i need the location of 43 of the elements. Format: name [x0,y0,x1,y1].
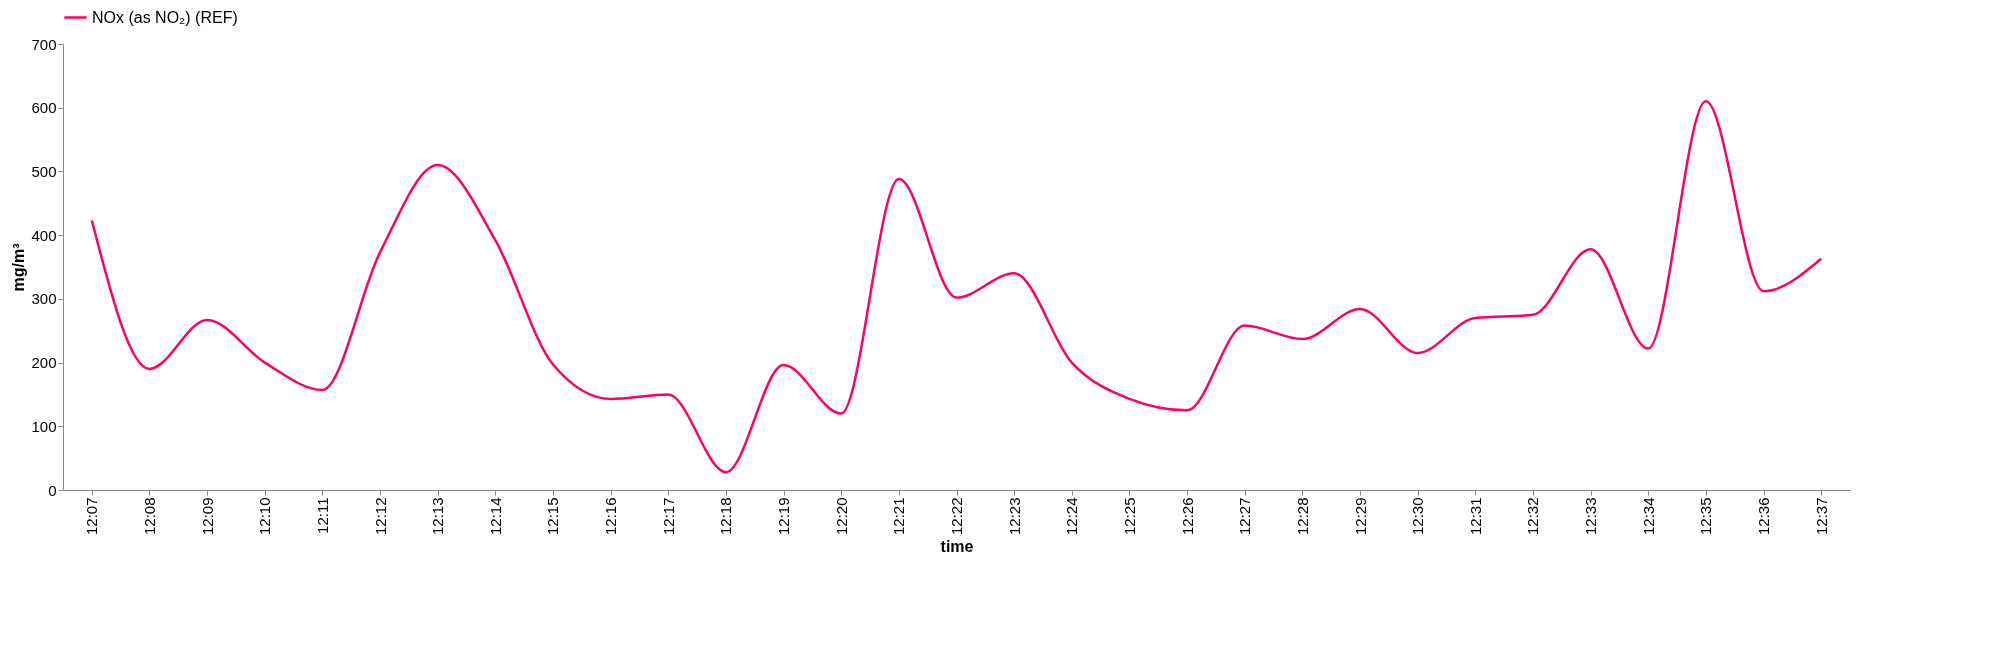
y-tick-label: 700 [31,35,57,53]
y-tick-label: 0 [48,481,57,499]
line-series [90,100,1823,474]
x-tick-label: 12:24 [1063,497,1081,536]
y-tick-label: 200 [31,354,57,372]
y-tick-label: 300 [31,290,57,308]
x-tick-label: 12:13 [429,497,447,536]
x-tick-label: 12:34 [1639,497,1657,536]
x-tick-label: 12:16 [602,497,620,536]
x-tick-label: 12:18 [717,497,735,536]
x-tick-label: 12:29 [1351,497,1369,536]
x-tick-label: 12:19 [775,497,793,536]
x-tick-label: 12:22 [948,497,965,536]
x-axis-title: time [940,538,974,556]
x-tick-label: 12:20 [832,497,850,536]
x-tick-label: 12:08 [140,497,158,536]
x-tick-label: 12:12 [371,497,389,536]
x-tick-label: 12:36 [1755,497,1773,536]
x-tick-label: 12:23 [1005,497,1023,536]
x-tick-label: 12:15 [544,497,562,536]
x-tick-label: 12:14 [486,497,504,536]
x-tick-label: 12:28 [1293,497,1311,536]
x-tick-label: 12:25 [1120,497,1138,536]
y-tick-label: 100 [31,417,57,435]
x-tick-label: 12:27 [1236,497,1254,536]
x-tick-label: 12:17 [659,497,677,536]
x-tick-label: 12:10 [256,497,274,536]
x-tick-label: 12:07 [83,497,101,536]
x-tick-label: 12:11 [313,497,331,534]
x-tick-label: 12:33 [1582,497,1600,536]
y-tick-label: 500 [31,162,57,180]
x-tick-label: 12:26 [1178,497,1196,536]
legend-label: NOx (as NO₂) (REF) [92,8,238,26]
x-tick-label: 12:09 [198,497,216,536]
y-tick-label: 600 [31,99,57,117]
x-tick-label: 12:30 [1409,497,1427,536]
y-axis-title: mg/m³ [10,243,28,292]
x-tick-label: 12:35 [1697,497,1715,536]
x-tick-label: 12:21 [890,497,908,536]
x-tick-label: 12:37 [1812,497,1830,536]
x-tick-label: 12:32 [1524,497,1542,536]
y-tick-label: 400 [31,226,57,244]
x-tick-label: 12:31 [1466,497,1484,536]
